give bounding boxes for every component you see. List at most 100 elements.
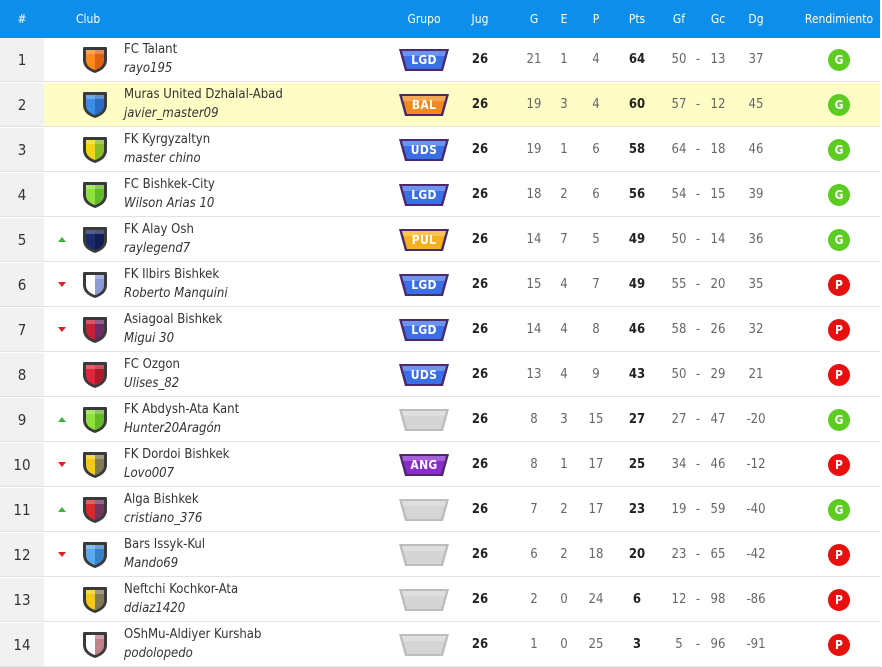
table-row[interactable]: 13 Neftchi Kochkor-Ata ddiaz1420 26 2 0 24 6 12 9… xyxy=(0,578,880,622)
group-badge[interactable]: BAL xyxy=(398,92,450,118)
club-crest-icon[interactable] xyxy=(81,270,109,300)
club-name[interactable]: FK Kyrgyzaltyn xyxy=(124,132,211,147)
table-row[interactable]: 3 FK Kyrgyzaltyn master chino UDS 26 19 1 6 58 64… xyxy=(0,128,880,172)
manager-name[interactable]: podolopedo xyxy=(124,646,193,661)
club-name[interactable]: FC Bishkek-City xyxy=(124,177,215,192)
rendimiento-badge[interactable]: P xyxy=(828,364,850,386)
manager-name[interactable]: Migui 30 xyxy=(124,331,175,346)
rendimiento-badge[interactable]: G xyxy=(828,409,850,431)
rendimiento-badge[interactable]: P xyxy=(828,319,850,341)
manager-name[interactable]: Ulises_82 xyxy=(124,376,180,391)
club-crest-icon[interactable] xyxy=(81,630,109,660)
club-name[interactable]: OShMu-Aldiyer Kurshab xyxy=(124,627,262,642)
header-gf[interactable]: Gf xyxy=(672,12,686,26)
table-row[interactable]: 14 OShMu-Aldiyer Kurshab podolopedo 26 1 0 25 3… xyxy=(0,623,880,667)
position-cell: 4 xyxy=(0,173,44,216)
group-badge[interactable]: LGD xyxy=(398,272,450,298)
rendimiento-badge[interactable]: P xyxy=(828,589,850,611)
group-badge[interactable]: LGD xyxy=(398,182,450,208)
club-name[interactable]: FK Alay Osh xyxy=(124,222,194,237)
rendimiento-badge[interactable]: P xyxy=(828,544,850,566)
table-row[interactable]: 9 FK Abdysh-Ata Kant Hunter20Aragón 26 8 3 15 2… xyxy=(0,398,880,442)
club-crest-icon[interactable] xyxy=(81,540,109,570)
club-crest-icon[interactable] xyxy=(81,450,109,480)
table-row[interactable]: 5 FK Alay Osh raylegend7 PUL 26 14 7 5 49 50 14 36 -… xyxy=(0,218,880,262)
manager-name[interactable]: Roberto Manquini xyxy=(124,286,228,301)
club-name[interactable]: Bars Issyk-Kul xyxy=(124,537,206,552)
header-e[interactable]: E xyxy=(560,12,568,26)
group-badge-empty[interactable] xyxy=(398,632,450,658)
table-row[interactable]: 2 Muras United Dzhalal-Abad javier_master0… xyxy=(0,83,880,127)
club-name[interactable]: Asiagoal Bishkek xyxy=(124,312,223,327)
club-crest-icon[interactable] xyxy=(81,405,109,435)
group-badge-empty[interactable] xyxy=(398,587,450,613)
table-row[interactable]: 4 FC Bishkek-City Wilson Arias 10 LGD 26 18 2 6… xyxy=(0,173,880,217)
club-name[interactable]: FC Talant xyxy=(124,42,178,57)
header-pts[interactable]: Pts xyxy=(628,12,646,26)
club-crest-icon[interactable] xyxy=(81,495,109,525)
group-badge[interactable]: ANG xyxy=(398,452,450,478)
manager-name[interactable]: ddiaz1420 xyxy=(124,601,186,616)
pts-value: 49 xyxy=(628,232,646,247)
manager-name[interactable]: rayo195 xyxy=(124,61,173,76)
header-dg[interactable]: Dg xyxy=(748,12,764,26)
table-row[interactable]: 12 Bars Issyk-Kul Mando69 26 6 2 18 20 23 65 -42 - P xyxy=(0,533,880,577)
header-club[interactable]: Club xyxy=(76,12,101,26)
club-name[interactable]: Alga Bishkek xyxy=(124,492,199,507)
club-crest-icon[interactable] xyxy=(81,360,109,390)
group-badge-empty[interactable] xyxy=(398,542,450,568)
rendimiento-badge[interactable]: P xyxy=(828,634,850,656)
manager-name[interactable]: Mando69 xyxy=(124,556,179,571)
club-crest-icon[interactable] xyxy=(81,315,109,345)
rendimiento-badge[interactable]: G xyxy=(828,184,850,206)
group-badge[interactable]: PUL xyxy=(398,227,450,253)
manager-name[interactable]: Hunter20Aragón xyxy=(124,421,222,436)
club-name[interactable]: FK Abdysh-Ata Kant xyxy=(124,402,240,417)
club-crest-icon[interactable] xyxy=(81,135,109,165)
club-crest-icon[interactable] xyxy=(81,225,109,255)
header-jug[interactable]: Jug xyxy=(471,12,489,26)
manager-name[interactable]: cristiano_376 xyxy=(124,511,203,526)
rendimiento-badge[interactable]: G xyxy=(828,139,850,161)
table-row[interactable]: 6 FK Ilbirs Bishkek Roberto Manquini LGD 26 1… xyxy=(0,263,880,307)
group-badge[interactable]: UDS xyxy=(398,362,450,388)
club-crest-icon[interactable] xyxy=(81,585,109,615)
club-name[interactable]: FC Ozgon xyxy=(124,357,180,372)
header-grupo[interactable]: Grupo xyxy=(407,12,441,26)
table-row[interactable]: 7 Asiagoal Bishkek Migui 30 LGD 26 14 4 8 46 58 26… xyxy=(0,308,880,352)
rendimiento-badge[interactable]: G xyxy=(828,94,850,116)
header-gc[interactable]: Gc xyxy=(710,12,726,26)
club-crest-icon[interactable] xyxy=(81,90,109,120)
header-g[interactable]: G xyxy=(529,12,539,26)
group-badge-empty[interactable] xyxy=(398,497,450,523)
rendimiento-badge[interactable]: P xyxy=(828,274,850,296)
table-row[interactable]: 8 FC Ozgon Ulises_82 UDS 26 13 4 9 43 50 29 21 - P xyxy=(0,353,880,397)
club-name[interactable]: FK Dordoi Bishkek xyxy=(124,447,230,462)
rendimiento-badge[interactable]: G xyxy=(828,49,850,71)
manager-name[interactable]: raylegend7 xyxy=(124,241,191,256)
table-row[interactable]: 10 FK Dordoi Bishkek Lovo007 ANG 26 8 1 17 25 34 4… xyxy=(0,443,880,487)
club-name[interactable]: FK Ilbirs Bishkek xyxy=(124,267,220,282)
rendimiento-badge[interactable]: G xyxy=(828,499,850,521)
manager-name[interactable]: master chino xyxy=(124,151,201,166)
club-name[interactable]: Neftchi Kochkor-Ata xyxy=(124,582,239,597)
dg-value: -40 xyxy=(746,502,766,517)
table-row[interactable]: 11 Alga Bishkek cristiano_376 26 7 2 17 23 19 59-… xyxy=(0,488,880,532)
group-badge[interactable]: LGD xyxy=(398,47,450,73)
header-pos: # xyxy=(17,12,27,26)
header-p[interactable]: P xyxy=(592,12,600,26)
manager-name[interactable]: Lovo007 xyxy=(124,466,175,481)
header-rendimiento[interactable]: Rendimiento xyxy=(804,12,874,26)
club-crest-icon[interactable] xyxy=(81,180,109,210)
club-crest-icon[interactable] xyxy=(81,45,109,75)
group-badge-shape xyxy=(399,184,449,206)
club-name[interactable]: Muras United Dzhalal-Abad xyxy=(124,87,283,102)
table-row[interactable]: 1 FC Talant rayo195 LGD 26 21 1 4 64 50 13 37 - G xyxy=(0,38,880,82)
group-badge[interactable]: UDS xyxy=(398,137,450,163)
manager-name[interactable]: Wilson Arias 10 xyxy=(124,196,215,211)
rendimiento-badge[interactable]: G xyxy=(828,229,850,251)
group-badge[interactable]: LGD xyxy=(398,317,450,343)
group-badge-empty[interactable] xyxy=(398,407,450,433)
manager-name[interactable]: javier_master09 xyxy=(124,106,219,121)
rendimiento-badge[interactable]: P xyxy=(828,454,850,476)
